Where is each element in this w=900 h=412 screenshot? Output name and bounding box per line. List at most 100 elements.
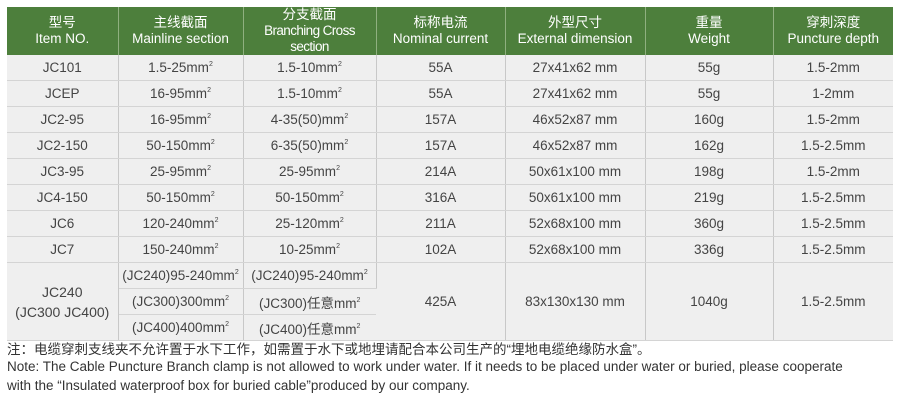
table-cell: 46x52x87 mm xyxy=(505,106,646,133)
table-cell: 50-150mm2 xyxy=(118,132,244,159)
note-cn: 注：电缆穿刺支线夹不允许置于水下工作，如需置于水下或地埋请配合本公司生产的“埋地… xyxy=(7,342,651,357)
table-cell: 46x52x87 mm xyxy=(505,132,646,159)
table-cell: JC6 xyxy=(7,210,119,237)
header-cn: 重量 xyxy=(695,15,723,30)
table-cell: 55g xyxy=(645,55,774,81)
table-cell: 1-2mm xyxy=(773,80,893,107)
table-cell: 6-35(50)mm2 xyxy=(243,132,377,159)
table-cell: 425A xyxy=(376,262,506,341)
table-cell: 50x61x100 mm xyxy=(505,184,646,211)
header-cn: 主线截面 xyxy=(153,15,208,30)
table-cell: 157A xyxy=(376,106,506,133)
table-cell: JC4-150 xyxy=(7,184,119,211)
spec-table: 型号 Item NO. 主线截面 Mainline section 分支截面 Branch… xyxy=(7,7,893,341)
header-cn: 型号 xyxy=(48,15,76,30)
header-en: Nominal current xyxy=(392,31,489,46)
header-en: Branching Cross section xyxy=(264,23,355,54)
table-row: JC7 150-240mm2 10-25mm2 102A 52x68x100 mm 336… xyxy=(7,236,893,263)
column-header: 标称电流 Nominal current xyxy=(376,7,506,55)
note-en-line2: with the “Insulated waterproof box for b… xyxy=(7,378,470,393)
table-row: JC2-150 50-150mm2 6-35(50)mm2 157A 46x52x87 … xyxy=(7,132,893,159)
table-cell: 1.5-2.5mm xyxy=(773,262,893,341)
table-row: JC2-95 16-95mm2 4-35(50)mm2 157A 46x52x87 mm… xyxy=(7,106,893,133)
table-cell: JC2-95 xyxy=(7,106,119,133)
table-cell: 102A xyxy=(376,236,506,263)
table-cell: 1.5-2mm xyxy=(773,106,893,133)
table-cell: 214A xyxy=(376,158,506,185)
table-cell: 336g xyxy=(645,236,774,263)
table-cell: 211A xyxy=(376,210,506,237)
column-header: 外型尺寸 External dimension xyxy=(505,7,646,55)
table-cell: (JC240)95-240mm2 xyxy=(118,262,244,289)
table-cell: JC2-150 xyxy=(7,132,119,159)
table-cell: JCEP xyxy=(7,80,119,107)
table-row: JCEP 16-95mm2 1.5-10mm2 55A 27x41x62 mm 55g 1-… xyxy=(7,80,893,107)
table-cell: 16-95mm2 xyxy=(118,80,244,107)
note-en-line1: Note: The Cable Puncture Branch clamp is… xyxy=(7,359,843,374)
table-cell: 160g xyxy=(645,106,774,133)
column-header: 型号 Item NO. xyxy=(7,7,119,55)
table-cell: 162g xyxy=(645,132,774,159)
table-row: JC3-95 25-95mm2 25-95mm2 214A 50x61x100 mm 19… xyxy=(7,158,893,185)
table-cell: 25-120mm2 xyxy=(243,210,377,237)
column-header: 主线截面 Mainline section xyxy=(118,7,244,55)
header-en: External dimension xyxy=(517,31,633,46)
table-cell: JC7 xyxy=(7,236,119,263)
table-row: JC101 1.5-25mm2 1.5-10mm2 55A 27x41x62 mm 55g… xyxy=(7,55,893,81)
table-cell: 4-35(50)mm2 xyxy=(243,106,377,133)
table-cell: 25-95mm2 xyxy=(118,158,244,185)
table-cell: (JC300)300mm2 xyxy=(118,288,244,315)
table-cell: 52x68x100 mm xyxy=(505,236,646,263)
table-row: JC240 (JC300 JC400) (JC240)95-240mm2 (JC240… xyxy=(7,262,893,341)
table-cell: 1.5-2mm xyxy=(773,55,893,81)
table-cell: (JC300)任意mm2 xyxy=(243,288,376,315)
table-cell: 1.5-25mm2 xyxy=(118,55,244,81)
table-cell: JC101 xyxy=(7,55,119,81)
header-cn: 穿刺深度 xyxy=(806,15,861,30)
table-row: JC4-150 50-150mm2 50-150mm2 316A 50x61x100 m… xyxy=(7,184,893,211)
table-cell: 27x41x62 mm xyxy=(505,80,646,107)
table-cell: 1.5-10mm2 xyxy=(243,55,377,81)
table-cell: 52x68x100 mm xyxy=(505,210,646,237)
table-cell: 198g xyxy=(645,158,774,185)
table-cell: (JC400)任意mm2 xyxy=(243,314,376,341)
column-header: 穿刺深度 Puncture depth xyxy=(773,7,893,55)
header-en: Weight xyxy=(688,31,730,46)
table-cell: 55g xyxy=(645,80,774,107)
column-header: 重量 Weight xyxy=(645,7,774,55)
table-cell: 157A xyxy=(376,132,506,159)
table-cell: 1.5-2.5mm xyxy=(773,184,893,211)
table-cell: 1040g xyxy=(645,262,774,341)
table-cell: 1.5-10mm2 xyxy=(243,80,377,107)
table-cell: 316A xyxy=(376,184,506,211)
table-row: (JC400)400mm2 (JC400)任意mm2 xyxy=(7,314,893,341)
table-cell: 55A xyxy=(376,80,506,107)
table-row: JC6 120-240mm2 25-120mm2 211A 52x68x100 mm 36… xyxy=(7,210,893,237)
header-en: Mainline section xyxy=(132,31,229,46)
table-row: (JC300)300mm2 (JC300)任意mm2 xyxy=(7,288,893,315)
table-cell: JC3-95 xyxy=(7,158,119,185)
column-header: 分支截面 Branching Cross section xyxy=(243,7,377,55)
table-cell: 1.5-2.5mm xyxy=(773,236,893,263)
header-en: Puncture depth xyxy=(787,31,880,46)
table-cell: 50x61x100 mm xyxy=(505,158,646,185)
table-cell: JC240 (JC300 JC400) xyxy=(7,262,119,341)
table-cell: 25-95mm2 xyxy=(243,158,377,185)
table-cell: 50-150mm2 xyxy=(243,184,377,211)
header-cn: 外型尺寸 xyxy=(548,15,602,30)
table-cell: 120-240mm2 xyxy=(118,210,244,237)
table-cell: 150-240mm2 xyxy=(118,236,244,263)
table-cell: 83x130x130 mm xyxy=(505,262,646,341)
table-cell: 1.5-2.5mm xyxy=(773,132,893,159)
header-cn: 标称电流 xyxy=(413,15,468,30)
table-cell: 1.5-2.5mm xyxy=(773,210,893,237)
header-en: Item NO. xyxy=(35,31,90,46)
table-cell: 10-25mm2 xyxy=(243,236,377,263)
table-cell: 16-95mm2 xyxy=(118,106,244,133)
header-cn: 分支截面 xyxy=(282,7,337,22)
table-cell: 219g xyxy=(645,184,774,211)
table-cell: 27x41x62 mm xyxy=(505,55,646,81)
table-cell: 55A xyxy=(376,55,506,81)
table-cell: (JC240)95-240mm2 xyxy=(243,262,377,289)
table-cell: 360g xyxy=(645,210,774,237)
